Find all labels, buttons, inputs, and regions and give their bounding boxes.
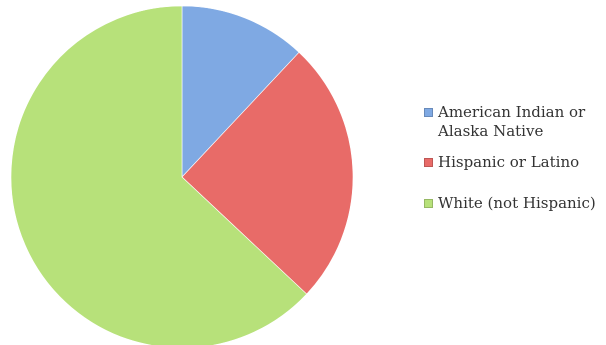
legend-swatch-white xyxy=(424,199,433,208)
legend: American Indian or Alaska Native Hispani… xyxy=(424,103,606,225)
legend-label-american-indian: American Indian or Alaska Native xyxy=(438,103,586,140)
legend-entry-white: White (not Hispanic) xyxy=(424,194,606,213)
legend-swatch-american-indian xyxy=(424,108,433,117)
legend-entry-american-indian: American Indian or Alaska Native xyxy=(424,103,606,141)
pie-slice-hispanic xyxy=(181,51,354,295)
pie-chart xyxy=(10,5,354,345)
legend-swatch-hispanic xyxy=(424,158,433,167)
legend-label-white: White (not Hispanic) xyxy=(438,194,596,212)
legend-entry-hispanic: Hispanic or Latino xyxy=(424,153,606,172)
pie-slice-white xyxy=(10,5,308,345)
legend-label-hispanic: Hispanic or Latino xyxy=(438,153,580,171)
pie-slice-american-indian xyxy=(181,5,300,178)
